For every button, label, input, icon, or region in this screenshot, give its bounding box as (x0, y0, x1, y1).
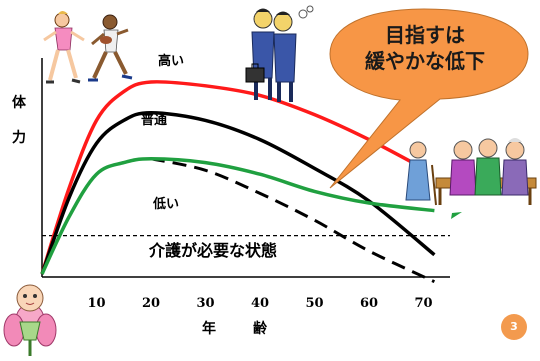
care-line-label: 介護が必要な状態 (149, 241, 278, 260)
speech-bubble (329, 8, 529, 189)
x-axis-label-2: 齢 (253, 321, 267, 337)
x-tick-label: 30 (196, 296, 215, 311)
bubble-line-2: 緩やかな低下 (365, 49, 485, 73)
curve-normal-label: 普通 (141, 113, 168, 128)
x-tick-label: 70 (414, 296, 433, 311)
x-tick-label: 20 (141, 296, 161, 311)
x-tick-label: 50 (305, 296, 324, 311)
bubble-line-1: 目指すは (385, 23, 465, 47)
curve-declining-dashed (150, 157, 436, 284)
curve-high-label: 高い (158, 54, 185, 69)
x-tick-label: 10 (87, 296, 106, 311)
page-number-badge: 3 (501, 314, 527, 340)
y-axis-label-1: 体 (12, 95, 26, 111)
runners-clipart (43, 11, 133, 84)
curve-high (40, 80, 425, 275)
speech-bubble-text: 目指すは 緩やかな低下 (330, 22, 520, 74)
x-tick-label: 40 (250, 296, 270, 311)
curve-low (40, 157, 435, 275)
businessmen-clipart (245, 5, 314, 102)
y-axis-label-2: 力 (12, 130, 26, 146)
x-axis-label-1: 年 (202, 321, 216, 337)
elderly-group-clipart (405, 138, 537, 206)
curve-normal (40, 110, 436, 275)
curve-low-label: 低い (153, 197, 180, 212)
baby-in-flower-clipart (3, 284, 57, 356)
x-tick-label: 60 (359, 296, 379, 311)
low-curve-arrowhead (451, 212, 462, 219)
